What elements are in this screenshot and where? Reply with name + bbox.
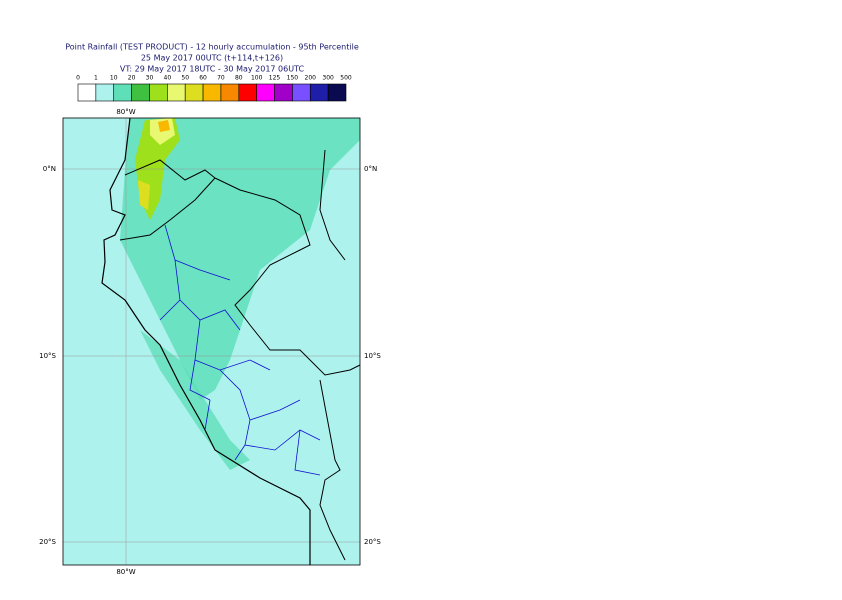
colorbar-label: 80 xyxy=(235,75,243,82)
map-frame xyxy=(62,117,361,566)
colorbar-label: 500 xyxy=(340,75,352,82)
lon-label: 80°W xyxy=(116,108,135,116)
rain-area xyxy=(158,120,170,132)
region-border xyxy=(159,224,321,476)
colorbar-box xyxy=(77,83,97,102)
colorbar-box xyxy=(113,83,132,102)
colorbar-box xyxy=(95,83,115,102)
colorbar: 0 1 10 20 30 40 50 60 70 80 100 125 150 200 300 500 xyxy=(76,75,352,102)
lat-label: 0°N xyxy=(43,165,56,173)
colorbar-box xyxy=(184,83,204,102)
rain-area xyxy=(138,180,150,210)
colorbar-label: 70 xyxy=(217,75,225,82)
colorbar-box xyxy=(274,83,293,102)
colorbar-label: 50 xyxy=(181,75,189,82)
colorbar-box xyxy=(292,83,311,102)
colorbar-label: 40 xyxy=(164,75,172,82)
colorbar-label: 200 xyxy=(305,75,317,82)
colorbar-box xyxy=(238,83,257,102)
title-line: 25 May 2017 00UTC (t+114,t+126) xyxy=(141,54,283,63)
rain-area xyxy=(120,118,360,400)
title-line: VT: 29 May 2017 18UTC - 30 May 2017 06UT… xyxy=(120,65,305,74)
colorbar-box xyxy=(202,83,222,102)
colorbar-label: 125 xyxy=(269,75,281,82)
colorbar-label: 20 xyxy=(128,75,136,82)
colorbar-box xyxy=(309,83,329,102)
colorbar-box xyxy=(149,83,168,102)
lat-label: 10°S xyxy=(39,352,56,360)
colorbar-label: 1 xyxy=(94,75,98,82)
colorbar-label: 150 xyxy=(287,75,299,82)
colorbar-label: 10 xyxy=(110,75,118,82)
coastline xyxy=(101,117,311,565)
rain-area xyxy=(140,330,250,470)
map: 80°W 80°W 0°N 0°N 10°S 10°S 20°S 20°S xyxy=(39,108,381,576)
colorbar-box xyxy=(256,83,275,102)
lat-label: 20°S xyxy=(364,538,381,546)
colorbar-label: 0 xyxy=(76,75,80,82)
colorbar-label: 100 xyxy=(251,75,263,82)
lon-label: 80°W xyxy=(116,568,135,576)
colorbar-label: 300 xyxy=(322,75,334,82)
colorbar-box xyxy=(220,83,240,102)
lat-label: 20°S xyxy=(39,538,56,546)
colorbar-box xyxy=(131,83,150,102)
colorbar-box xyxy=(327,83,347,102)
title-line: Point Rainfall (TEST PRODUCT) - 12 hourl… xyxy=(65,43,359,52)
lat-label: 10°S xyxy=(364,352,381,360)
colorbar-label: 60 xyxy=(199,75,207,82)
colorbar-label: 30 xyxy=(146,75,154,82)
border xyxy=(119,149,361,561)
colorbar-box xyxy=(167,83,186,102)
lat-label: 0°N xyxy=(364,165,377,173)
